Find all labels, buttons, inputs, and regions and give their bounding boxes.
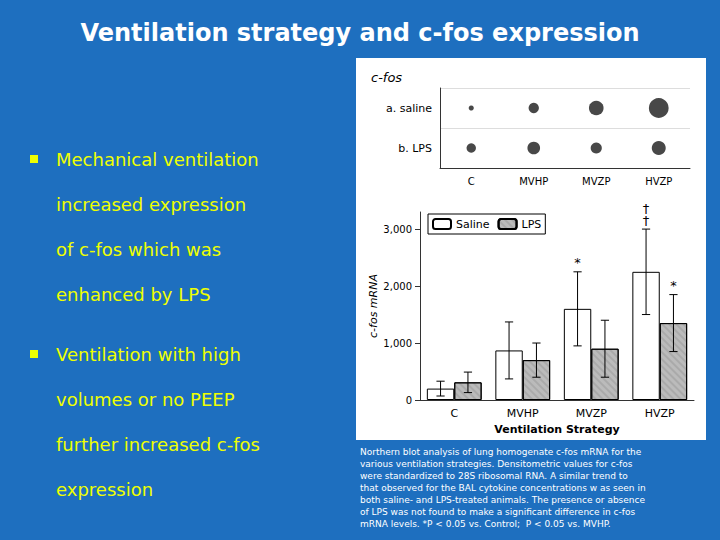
svg-text:mRNA levels. *P < 0.05 vs. Con: mRNA levels. *P < 0.05 vs. Control; P < …: [360, 519, 611, 529]
svg-text:b. LPS: b. LPS: [398, 142, 432, 155]
svg-text:volumes or no PEEP: volumes or no PEEP: [56, 389, 235, 410]
svg-text:HVZP: HVZP: [645, 176, 672, 187]
svg-text:*: *: [574, 255, 581, 270]
svg-text:that observed for the BAL cyto: that observed for the BAL cytokine conce…: [360, 483, 646, 493]
svg-text:Ventilation with high: Ventilation with high: [56, 344, 241, 365]
svg-text:Mechanical ventilation: Mechanical ventilation: [56, 149, 259, 170]
svg-text:Ventilation strategy and c-fos: Ventilation strategy and c-fos expressio…: [80, 19, 639, 47]
svg-text:MVZP: MVZP: [576, 407, 608, 420]
svg-text:further increased c-fos: further increased c-fos: [56, 434, 260, 455]
svg-text:increased expression: increased expression: [56, 194, 246, 215]
svg-text:c-fos: c-fos: [371, 70, 402, 85]
svg-text:*: *: [670, 278, 677, 293]
svg-text:were standardized to 28S ribos: were standardized to 28S ribosomal RNA. …: [360, 471, 628, 481]
svg-text:C: C: [468, 176, 475, 187]
svg-text:of c-fos which was: of c-fos which was: [56, 239, 221, 260]
svg-text:enhanced by LPS: enhanced by LPS: [56, 284, 211, 305]
svg-text:a. saline: a. saline: [386, 102, 432, 115]
svg-text:3,000: 3,000: [383, 224, 412, 235]
svg-text:various ventilation strategies: various ventilation strategies. Densitom…: [360, 459, 633, 469]
svg-text:c-fos mRNA: c-fos mRNA: [367, 274, 380, 338]
svg-text:Ventilation Strategy: Ventilation Strategy: [494, 423, 619, 436]
svg-text:both saline- and LPS-treated a: both saline- and LPS-treated animals. Th…: [360, 495, 646, 505]
svg-text:0: 0: [406, 395, 412, 406]
svg-text:1,000: 1,000: [383, 338, 412, 349]
svg-text:C: C: [450, 407, 458, 420]
svg-text:expression: expression: [56, 479, 153, 500]
svg-text:Northern blot analysis of lung: Northern blot analysis of lung homogenat…: [360, 447, 642, 457]
svg-text:HVZP: HVZP: [645, 407, 675, 420]
svg-text:†: †: [643, 213, 650, 228]
svg-text:2,000: 2,000: [383, 281, 412, 292]
svg-text:MVZP: MVZP: [582, 176, 610, 187]
svg-text:of LPS was not found to make a: of LPS was not found to make a significa…: [360, 507, 635, 517]
svg-text:LPS: LPS: [522, 218, 542, 231]
svg-text:MVHP: MVHP: [507, 407, 539, 420]
svg-text:MVHP: MVHP: [519, 176, 548, 187]
svg-text:Saline: Saline: [456, 218, 490, 231]
